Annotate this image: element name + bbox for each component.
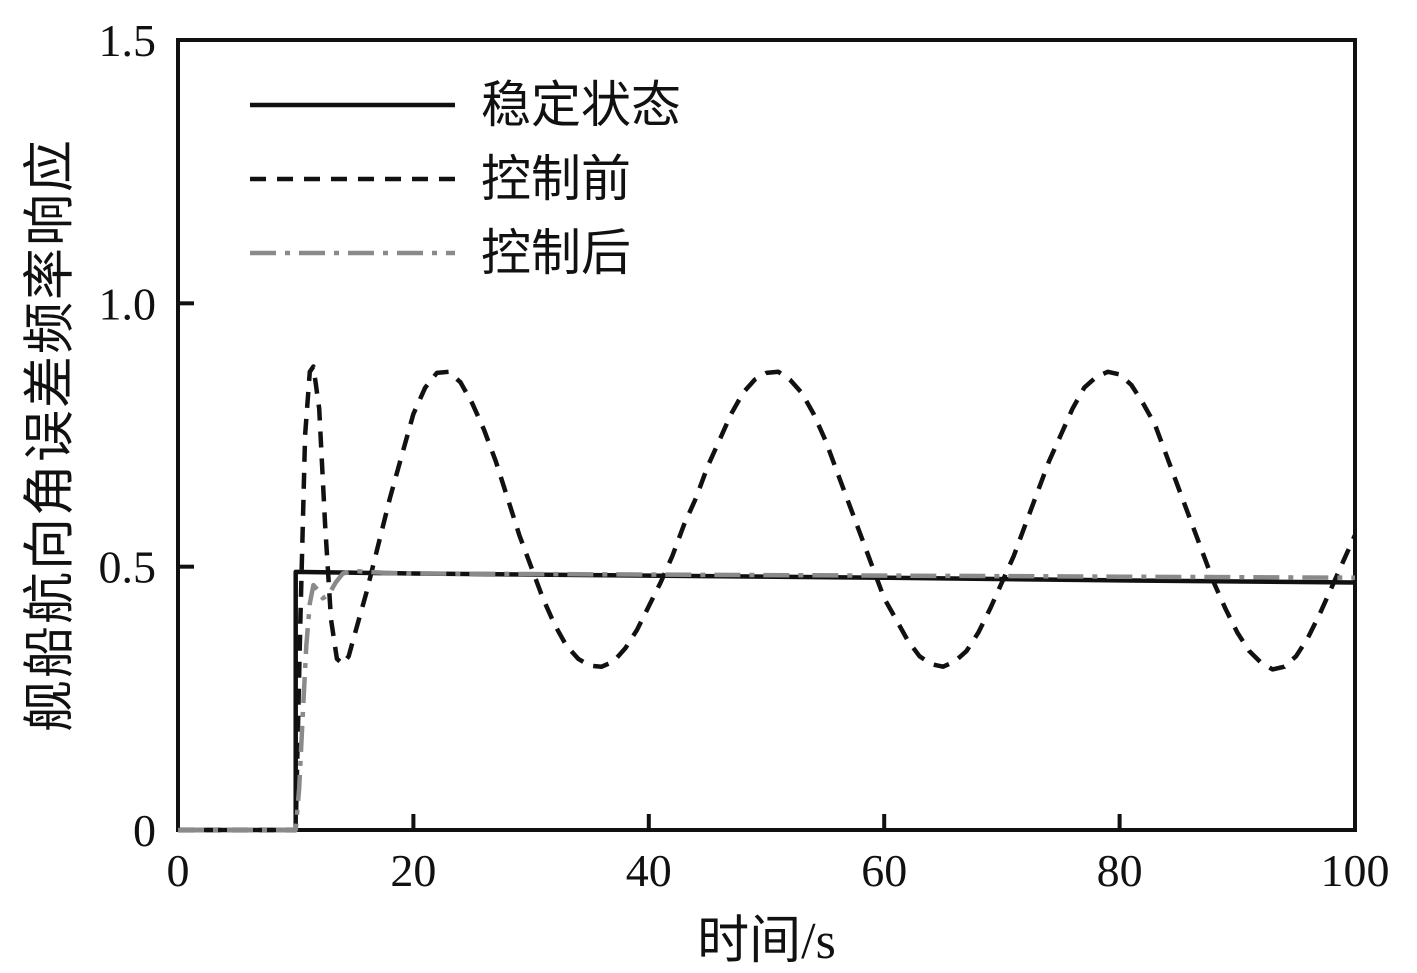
x-tick-label: 20 [390, 845, 436, 896]
x-axis-title: 时间/s [697, 913, 836, 970]
legend-item-after-control: 控制后 [250, 216, 681, 290]
series-line-dashed [178, 364, 1358, 833]
y-tick-label: 0.5 [99, 542, 157, 593]
x-tick-label: 0 [167, 845, 190, 896]
y-tick-label: 0 [133, 805, 156, 856]
legend-item-stable-state: 稳定状态 [250, 68, 681, 142]
series-line-solid [178, 569, 1356, 833]
axes-box [176, 38, 1357, 832]
y-tick-label: 1.0 [99, 278, 157, 329]
legend-label-before-control: 控制前 [481, 151, 631, 207]
legend-line-dashed-icon [250, 176, 455, 182]
y-axis-title: 舰船航向角误差频率响应 [22, 137, 80, 733]
y-tick-label: 1.5 [99, 15, 157, 66]
legend: 稳定状态 控制前 控制后 [250, 68, 681, 290]
x-tick-label: 100 [1321, 845, 1390, 896]
legend-line-dashdot-icon [250, 250, 455, 256]
series-line-dashdot [178, 568, 1356, 833]
x-tick-label: 60 [861, 845, 907, 896]
legend-label-stable-state: 稳定状态 [481, 77, 681, 133]
legend-label-after-control: 控制后 [481, 225, 631, 281]
x-tick-label: 80 [1097, 845, 1143, 896]
x-tick-label: 40 [626, 845, 672, 896]
legend-line-solid-icon [250, 102, 455, 108]
legend-item-before-control: 控制前 [250, 142, 681, 216]
